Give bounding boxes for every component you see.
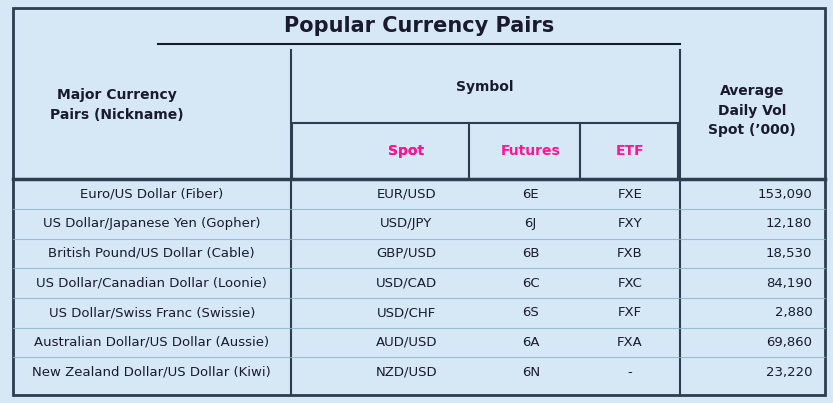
Text: Futures: Futures bbox=[501, 144, 561, 158]
Text: 6E: 6E bbox=[522, 188, 539, 201]
FancyBboxPatch shape bbox=[292, 123, 678, 179]
Text: NZD/USD: NZD/USD bbox=[376, 366, 437, 378]
Text: British Pound/US Dollar (Cable): British Pound/US Dollar (Cable) bbox=[48, 247, 255, 260]
Text: USD/CAD: USD/CAD bbox=[376, 276, 437, 290]
Text: 18,530: 18,530 bbox=[766, 247, 812, 260]
Text: USD/CHF: USD/CHF bbox=[377, 306, 436, 319]
Text: FXY: FXY bbox=[618, 217, 642, 230]
Text: Average
Daily Vol
Spot (’000): Average Daily Vol Spot (’000) bbox=[708, 84, 796, 137]
Text: 69,860: 69,860 bbox=[766, 336, 812, 349]
Text: FXC: FXC bbox=[617, 276, 642, 290]
Text: Euro/US Dollar (Fiber): Euro/US Dollar (Fiber) bbox=[80, 188, 223, 201]
Text: US Dollar/Swiss Franc (Swissie): US Dollar/Swiss Franc (Swissie) bbox=[48, 306, 255, 319]
Text: 153,090: 153,090 bbox=[757, 188, 812, 201]
Text: 12,180: 12,180 bbox=[766, 217, 812, 230]
Text: 6J: 6J bbox=[525, 217, 536, 230]
Text: FXB: FXB bbox=[617, 247, 643, 260]
Text: Australian Dollar/US Dollar (Aussie): Australian Dollar/US Dollar (Aussie) bbox=[34, 336, 269, 349]
Text: ETF: ETF bbox=[616, 144, 645, 158]
Text: Spot: Spot bbox=[388, 144, 425, 158]
Text: 6N: 6N bbox=[521, 366, 540, 378]
Text: Popular Currency Pairs: Popular Currency Pairs bbox=[284, 16, 554, 36]
Text: US Dollar/Japanese Yen (Gopher): US Dollar/Japanese Yen (Gopher) bbox=[43, 217, 261, 230]
Text: Symbol: Symbol bbox=[456, 80, 514, 93]
Text: GBP/USD: GBP/USD bbox=[377, 247, 436, 260]
Text: 6C: 6C bbox=[522, 276, 540, 290]
Text: Spot: Spot bbox=[388, 144, 425, 158]
Text: 84,190: 84,190 bbox=[766, 276, 812, 290]
Text: 6B: 6B bbox=[522, 247, 540, 260]
Text: -: - bbox=[628, 366, 632, 378]
Text: 6S: 6S bbox=[522, 306, 539, 319]
Text: FXE: FXE bbox=[617, 188, 642, 201]
Text: US Dollar/Canadian Dollar (Loonie): US Dollar/Canadian Dollar (Loonie) bbox=[37, 276, 267, 290]
FancyBboxPatch shape bbox=[13, 8, 825, 395]
Text: 6A: 6A bbox=[522, 336, 540, 349]
Text: New Zealand Dollar/US Dollar (Kiwi): New Zealand Dollar/US Dollar (Kiwi) bbox=[32, 366, 272, 378]
Text: 2,880: 2,880 bbox=[775, 306, 812, 319]
Text: USD/JPY: USD/JPY bbox=[381, 217, 432, 230]
Text: AUD/USD: AUD/USD bbox=[376, 336, 437, 349]
Text: EUR/USD: EUR/USD bbox=[377, 188, 436, 201]
Text: 23,220: 23,220 bbox=[766, 366, 812, 378]
Text: Major Currency
Pairs (Nickname): Major Currency Pairs (Nickname) bbox=[50, 88, 183, 122]
Text: FXA: FXA bbox=[617, 336, 643, 349]
Text: FXF: FXF bbox=[618, 306, 642, 319]
